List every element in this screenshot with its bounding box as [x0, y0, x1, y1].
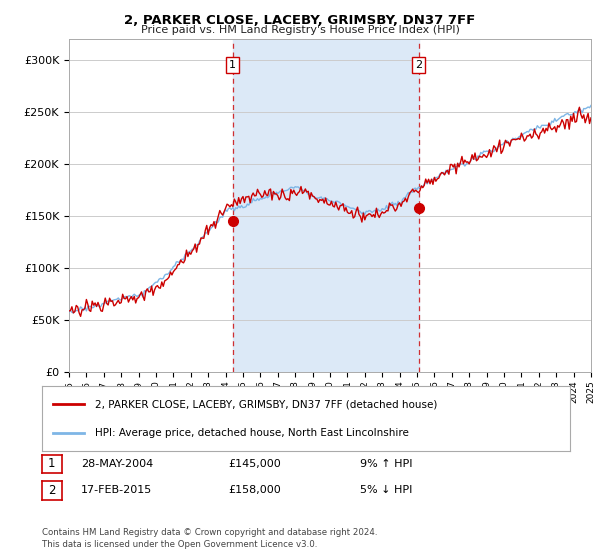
Text: This data is licensed under the Open Government Licence v3.0.: This data is licensed under the Open Gov…	[42, 540, 317, 549]
Text: 2, PARKER CLOSE, LACEBY, GRIMSBY, DN37 7FF: 2, PARKER CLOSE, LACEBY, GRIMSBY, DN37 7…	[124, 14, 476, 27]
Text: 2, PARKER CLOSE, LACEBY, GRIMSBY, DN37 7FF (detached house): 2, PARKER CLOSE, LACEBY, GRIMSBY, DN37 7…	[95, 399, 437, 409]
Text: 2: 2	[415, 60, 422, 70]
Text: 1: 1	[48, 458, 56, 470]
Text: £145,000: £145,000	[228, 459, 281, 469]
Text: 9% ↑ HPI: 9% ↑ HPI	[360, 459, 413, 469]
Text: 2: 2	[48, 484, 56, 497]
Text: 5% ↓ HPI: 5% ↓ HPI	[360, 485, 412, 495]
Text: 17-FEB-2015: 17-FEB-2015	[81, 485, 152, 495]
Text: HPI: Average price, detached house, North East Lincolnshire: HPI: Average price, detached house, Nort…	[95, 428, 409, 438]
Bar	[233, 39, 419, 372]
Text: 28-MAY-2004: 28-MAY-2004	[81, 459, 153, 469]
Text: 1: 1	[229, 60, 236, 70]
Text: Contains HM Land Registry data © Crown copyright and database right 2024.: Contains HM Land Registry data © Crown c…	[42, 528, 377, 536]
Text: £158,000: £158,000	[228, 485, 281, 495]
Text: Price paid vs. HM Land Registry's House Price Index (HPI): Price paid vs. HM Land Registry's House …	[140, 25, 460, 35]
